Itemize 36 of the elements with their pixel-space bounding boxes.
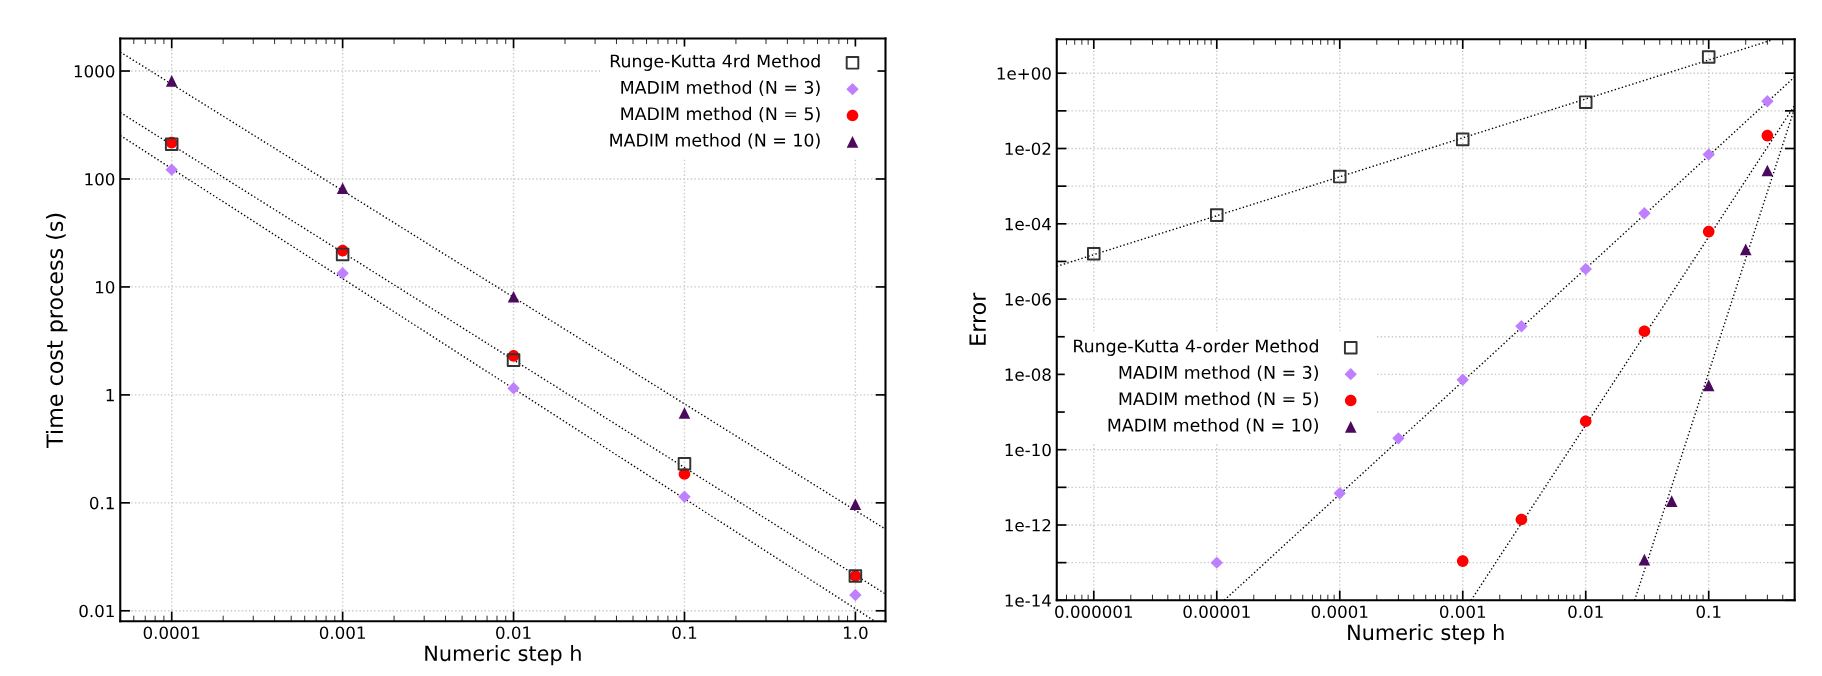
y-tick-label: 1000 bbox=[74, 64, 115, 78]
legend-label: MADIM method (N = 5) bbox=[621, 106, 820, 123]
legend-label: MADIM method (N = 10) bbox=[1108, 418, 1318, 434]
y-tick-label: 1e-02 bbox=[1005, 142, 1051, 156]
y-tick-label: 1e-04 bbox=[1005, 217, 1051, 231]
legend-label: MADIM method (N = 10) bbox=[610, 133, 820, 149]
y-tick-label: 1e-10 bbox=[1005, 443, 1051, 457]
x-tick-label: 0.001 bbox=[319, 626, 365, 640]
x-tick-label: 0.00001 bbox=[1183, 605, 1250, 619]
y-tick-label: 1 bbox=[106, 389, 114, 402]
x-tick-label: 0.1 bbox=[1696, 605, 1721, 619]
y-tick-label: 1e-06 bbox=[1005, 293, 1051, 306]
y-tick-label: 1e-14 bbox=[1005, 594, 1051, 607]
x-tick-label: 0.01 bbox=[496, 626, 531, 640]
x-tick-label: 0.0001 bbox=[1311, 605, 1368, 619]
y-tick-label: 0.1 bbox=[89, 496, 114, 510]
y-tick-label: 1e-12 bbox=[1005, 518, 1051, 532]
x-tick-label: 0.01 bbox=[1568, 605, 1603, 619]
x-tick-label: 1.0 bbox=[843, 626, 868, 640]
y-axis-title: Time cost process (s) bbox=[45, 213, 68, 448]
y-axis-title: Error bbox=[969, 292, 986, 345]
x-tick-label: 0.0001 bbox=[143, 626, 200, 640]
x-axis-title: Numeric step h bbox=[425, 645, 581, 666]
y-tick-label: 100 bbox=[85, 172, 115, 186]
legend-label: Runge-Kutta 4rd Method bbox=[610, 54, 820, 71]
legend-label: MADIM method (N = 3) bbox=[1119, 365, 1318, 381]
y-tick-label: 1e+00 bbox=[997, 67, 1051, 80]
legend-label: Runge-Kutta 4-order Method bbox=[1074, 339, 1318, 356]
y-tick-label: 1e-08 bbox=[1005, 368, 1051, 381]
x-tick-label: 0.000001 bbox=[1055, 605, 1133, 619]
y-tick-label: 10 bbox=[96, 280, 115, 294]
legend-label: MADIM method (N = 3) bbox=[621, 80, 820, 96]
x-axis-title: Numeric step h bbox=[1348, 624, 1504, 645]
x-tick-label: 0.001 bbox=[1439, 605, 1486, 619]
x-tick-label: 0.1 bbox=[672, 626, 697, 640]
legend-label: MADIM method (N = 5) bbox=[1119, 391, 1318, 408]
